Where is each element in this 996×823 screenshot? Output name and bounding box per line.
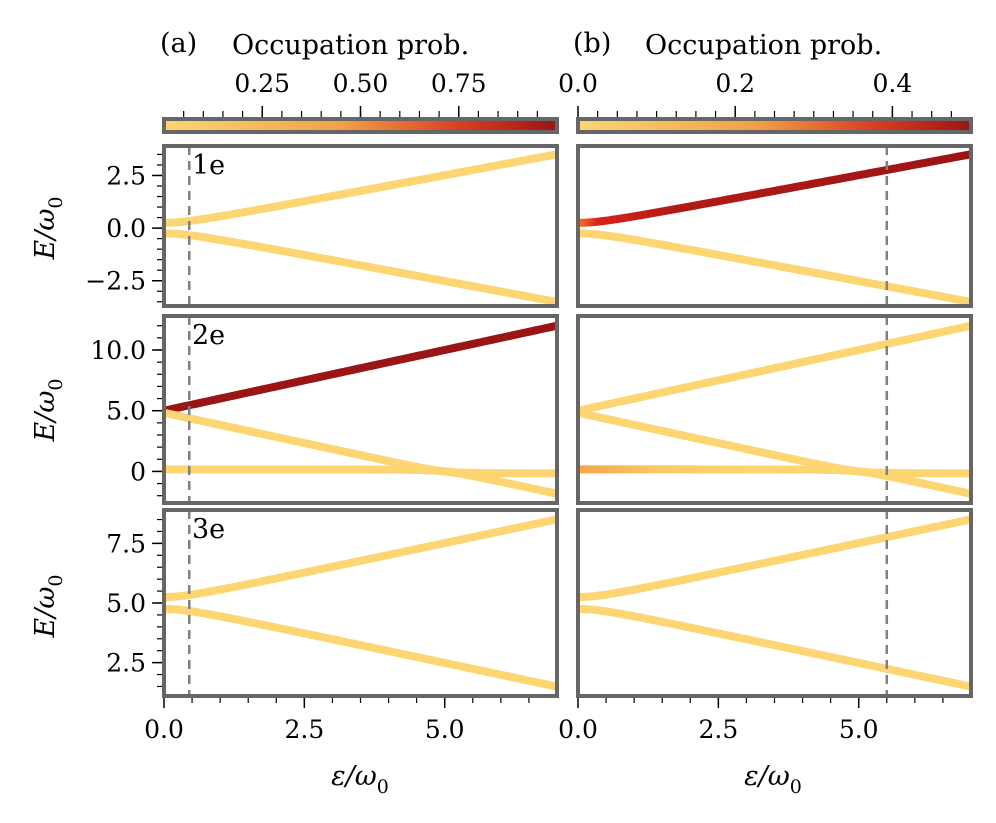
colorbar-tick-label: 0.75: [431, 69, 487, 98]
plot-grid: −2.5 0.0 2.5 1e 0 5.0 10.0 2e 2.5 5.0 7.5 3e 0.0 2.5 5…: [85, 144, 973, 744]
panel-2e-a: 0 5.0 10.0 2e: [90, 314, 559, 505]
y-tick-label: 7.5: [106, 529, 146, 558]
series-line-middle: [164, 408, 557, 498]
series-line-lower: [578, 604, 971, 691]
series-line-flat: [164, 465, 557, 478]
panel-2e-b: [576, 314, 973, 505]
x-tick-label: 0.0: [144, 715, 184, 744]
panel-frame: [576, 508, 973, 698]
y-label-row-3: E/ω0: [30, 575, 67, 639]
panel-frame: [162, 508, 559, 698]
series-line-lower: [164, 229, 557, 306]
panel-frame: [576, 314, 973, 505]
panel-3e-b: 0.0 2.5 5.0: [558, 508, 973, 744]
colorbar-tick-label: 0.25: [234, 69, 290, 98]
y-tick-label: 2.5: [106, 649, 146, 678]
series-line-upper: [578, 150, 971, 227]
colorbar-title-a: Occupation prob.: [232, 30, 469, 61]
y-tick-label: 0: [130, 457, 146, 486]
series-line-lower: [164, 604, 557, 691]
row-label: 3e: [192, 514, 225, 545]
series-line-middle: [578, 408, 971, 498]
colorbar-frame-b: [576, 117, 973, 134]
series-line-flat: [578, 465, 971, 478]
panel-frame: [162, 314, 559, 505]
x-tick-label: 5.0: [425, 715, 465, 744]
panel-frame: [576, 144, 973, 308]
colorbar-b: (b) Occupation prob. 0.0 0.2 0.4: [558, 28, 973, 134]
y-tick-label: 5.0: [106, 397, 146, 426]
x-axis-labels: ε/ω0 ε/ω0: [331, 761, 802, 798]
panel-1e-b: [576, 144, 973, 308]
x-label-b: ε/ω0: [744, 761, 802, 798]
row-label: 1e: [192, 150, 225, 181]
panel-1e-a: −2.5 0.0 2.5 1e: [85, 144, 559, 308]
x-tick-label: 2.5: [284, 715, 324, 744]
y-label-row-1: E/ω0: [30, 197, 67, 261]
y-tick-label: −2.5: [85, 267, 146, 296]
x-tick-label: 5.0: [839, 715, 879, 744]
colorbar-tick-label: 0.50: [333, 69, 389, 98]
series-line-upper: [578, 515, 971, 602]
y-tick-label: 10.0: [90, 336, 146, 365]
series-line-upper: [578, 321, 971, 415]
colorbar-tick-label: 0.4: [873, 69, 913, 98]
x-label-a: ε/ω0: [331, 761, 389, 798]
x-tick-label: 2.5: [698, 715, 738, 744]
y-axis-labels: E/ω0 E/ω0 E/ω0: [30, 197, 67, 639]
series-line-upper: [164, 515, 557, 602]
y-tick-label: 0.0: [106, 214, 146, 243]
series-line-upper: [164, 150, 557, 227]
colorbar-a: (a) Occupation prob. 0.25 0.50 0.75: [160, 28, 559, 134]
y-tick-label: 5.0: [106, 589, 146, 618]
x-tick-label: 0.0: [558, 715, 598, 744]
row-label: 2e: [192, 320, 225, 351]
panel-tag-a: (a): [160, 28, 197, 59]
series-line-upper: [164, 321, 557, 415]
y-tick-label: 2.5: [106, 161, 146, 190]
colorbar-title-b: Occupation prob.: [645, 30, 882, 61]
colorbar-tick-label: 0.0: [558, 69, 598, 98]
colorbar-tick-label: 0.2: [715, 69, 755, 98]
panel-tag-b: (b): [573, 28, 611, 59]
panel-3e-a: 2.5 5.0 7.5 3e 0.0 2.5 5.0: [106, 508, 559, 744]
series-line-lower: [578, 229, 971, 306]
panel-frame: [162, 144, 559, 308]
colorbar-frame-a: [162, 117, 559, 134]
y-label-row-2: E/ω0: [30, 379, 67, 443]
